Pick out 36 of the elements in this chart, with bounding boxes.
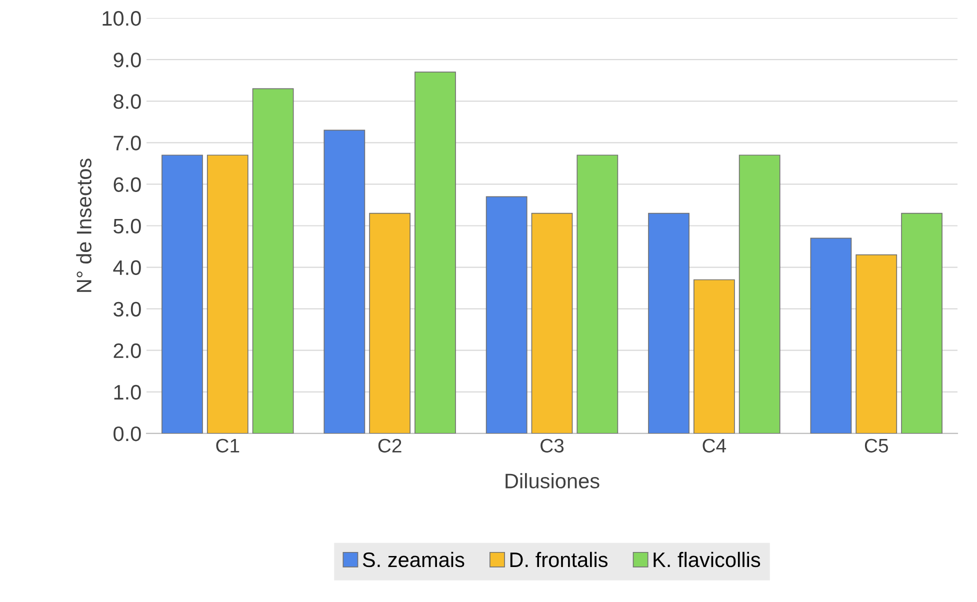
x-tick-label: C1	[216, 438, 240, 453]
legend-label: K. flavicollis	[654, 552, 760, 568]
bar	[206, 154, 248, 434]
y-tick-label: 4.0	[113, 260, 141, 276]
y-tick-label: 9.0	[114, 52, 141, 68]
y-tick-label: 3.0	[114, 302, 141, 317]
bar	[252, 88, 294, 434]
bar	[531, 212, 573, 434]
bar	[486, 196, 528, 434]
bar	[324, 130, 366, 434]
x-tick-label: C3	[540, 438, 564, 453]
bar	[576, 154, 618, 434]
y-tick-label: 5.0	[114, 218, 141, 234]
bar	[162, 154, 203, 434]
y-axis-title: N° de Insectos	[76, 158, 92, 292]
bar	[414, 72, 456, 434]
x-tick-label: C2	[378, 438, 402, 453]
y-tick-label: 1.0	[114, 384, 141, 400]
bar	[856, 254, 898, 434]
y-tick-label: 6.0	[114, 177, 141, 192]
bar	[738, 154, 780, 434]
y-tick-label: 8.0	[114, 94, 141, 109]
legend-label: S. zeamais	[362, 552, 464, 568]
y-tick-label: 7.0	[114, 136, 141, 150]
y-tick-label: 10.0	[102, 11, 141, 26]
bar	[369, 212, 411, 434]
legend-label: D. frontalis	[510, 552, 608, 568]
y-tick-label: 0.0	[114, 426, 141, 442]
y-tick-label: 2.0	[114, 343, 141, 358]
bar	[810, 238, 852, 434]
x-tick-label: C5	[864, 438, 888, 453]
x-tick-label: C4	[702, 438, 726, 453]
bar	[901, 212, 942, 434]
x-axis-title: Dilusiones	[506, 473, 600, 488]
bar	[693, 279, 735, 434]
bar	[648, 212, 690, 434]
